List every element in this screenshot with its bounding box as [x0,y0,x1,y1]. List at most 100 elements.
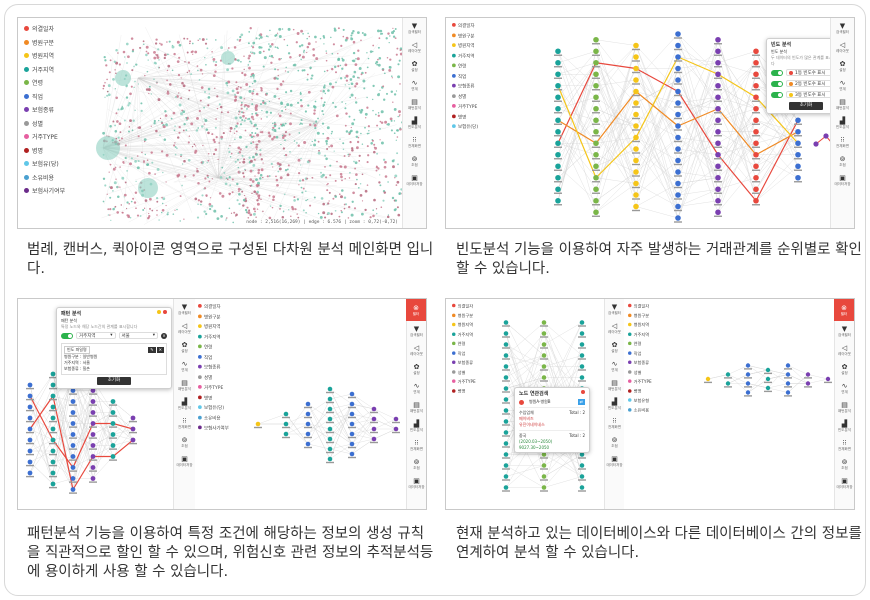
legend-item[interactable]: 병원구분 [198,311,252,321]
legend-item[interactable]: 보험종류 [24,103,96,117]
graph-canvas[interactable] [18,299,427,510]
tool-button[interactable]: ⁝⁝ 전체화면 [605,413,624,432]
filter-button[interactable]: ⊗ 필터 [406,299,426,321]
legend-item[interactable]: 병명 [198,392,252,402]
link-icon[interactable]: ⇄ [577,399,585,405]
rank-1-toggle[interactable] [771,69,783,76]
close-icon[interactable] [581,390,585,394]
legend-item[interactable]: 거주TYPE [198,382,252,392]
legend-item[interactable]: 소유비용 [24,171,96,185]
tool-button[interactable]: ▤ 패턴분석 [605,375,624,394]
legend-item[interactable]: 병명 [628,386,678,395]
rule-name-field[interactable]: 빈도 파일명 [64,346,90,354]
column-network[interactable] [704,363,832,397]
tool-button[interactable]: ▤ 패턴분석 [174,375,195,394]
tool-button[interactable]: ✿ 설정 [835,359,854,378]
tool-button[interactable]: ✿ 설정 [403,56,426,75]
legend-item[interactable]: 성별 [452,91,506,101]
legend-item[interactable]: 보험사기여부 [24,184,96,198]
legend-item[interactable]: 보험유(당) [24,157,96,171]
legend-item[interactable]: 직업 [452,71,506,81]
legend-item[interactable]: 병원지역 [452,40,506,50]
tool-button[interactable]: ◁ 레이아웃 [831,37,854,56]
legend-item[interactable]: 병원구분 [24,36,96,50]
tool-button[interactable]: ▟ 빈도분석 [605,394,624,413]
tool-button[interactable]: ▣ 데이터저장 [831,170,854,189]
tool-button[interactable]: ⁝⁝ 전체화면 [835,435,854,454]
legend-item[interactable]: 의결일자 [24,22,96,36]
tool-button[interactable]: ▤ 패턴분석 [403,94,426,113]
tool-button[interactable]: ∿ 연계 [403,75,426,94]
legend-item[interactable]: 거주TYPE [452,101,506,111]
legend-item[interactable]: 연령 [24,76,96,90]
legend-item[interactable]: 보험유형 [628,396,678,405]
legend-item[interactable]: 거주지역 [452,50,506,60]
tool-button[interactable]: ▼ 검색필터 [831,18,854,37]
legend-item[interactable]: 성별 [24,117,96,131]
tool-button[interactable]: ∿ 연계 [835,378,854,397]
close-icon[interactable]: × [161,332,167,339]
tool-button[interactable]: ▟ 빈도분석 [831,113,854,132]
legend-item[interactable]: 연령 [628,339,678,348]
legend-item[interactable]: 연령 [198,342,252,352]
pattern-toggle[interactable] [61,332,73,339]
tool-button[interactable]: ◁ 레이아웃 [605,318,624,337]
network-cloud[interactable] [96,27,402,226]
tool-button[interactable]: ✿ 설정 [174,337,195,356]
legend-item[interactable]: 성별 [628,367,678,376]
legend-item[interactable]: 병원구분 [628,310,678,319]
linked-item[interactable]: 메이비즈 [519,416,534,421]
tool-button[interactable]: ⊚ 초점 [605,432,624,451]
legend-item[interactable]: 병원지역 [24,49,96,63]
linked-item[interactable]: (2020.03~2050) [519,439,553,444]
tool-button[interactable]: ▣ 데이터저장 [174,451,195,470]
legend-item[interactable]: 연령 [452,61,506,71]
tool-button[interactable]: ⊚ 초점 [831,151,854,170]
legend-item[interactable]: 의결일자 [628,301,678,310]
legend-item[interactable]: 소유비용 [198,412,252,422]
tool-button[interactable]: ▣ 데이터저장 [407,473,426,492]
attribute-select[interactable]: 거주지역 ▾ [76,332,116,339]
tool-button[interactable]: ▼ 검색필터 [403,18,426,37]
tool-button[interactable]: ◁ 레이아웃 [174,318,195,337]
legend-item[interactable]: 의결일자 [452,20,506,30]
tool-button[interactable]: ▣ 데이터저장 [605,451,624,470]
tool-button[interactable]: ✿ 설정 [407,359,426,378]
tool-button[interactable]: ∿ 연계 [831,75,854,94]
legend-item[interactable]: 거주지역 [24,63,96,77]
legend-item[interactable]: 병명 [452,386,502,395]
tool-button[interactable]: ⊚ 초점 [407,454,426,473]
legend-item[interactable]: 보험종류 [198,362,252,372]
legend-item[interactable]: 병원지역 [198,321,252,331]
tool-button[interactable]: ▟ 빈도분석 [403,113,426,132]
minimize-icon[interactable] [157,310,161,314]
legend-item[interactable]: 보험유(당) [198,402,252,412]
tool-button[interactable]: ⊚ 초점 [835,454,854,473]
tool-button[interactable]: ▼ 검색필터 [174,299,195,318]
linked-item[interactable]: 유진이네이네스 [519,422,545,427]
tool-button[interactable]: ◁ 레이아웃 [403,37,426,56]
tool-button[interactable]: ∿ 연계 [605,356,624,375]
edit-icon[interactable]: ✎ [148,347,156,353]
tool-button[interactable]: ⊚ 초점 [403,151,426,170]
tool-button[interactable]: ⁝⁝ 전체화면 [407,435,426,454]
tool-button[interactable]: ▼ 검색필터 [605,299,624,318]
tool-button[interactable]: ⊚ 초점 [174,432,195,451]
tool-button[interactable]: ∿ 연계 [174,356,195,375]
legend-item[interactable]: 거주TYPE [628,377,678,386]
tool-button[interactable]: ▤ 패턴분석 [407,397,426,416]
rank-2-toggle[interactable] [771,80,783,87]
tool-button[interactable]: ◁ 레이아웃 [407,340,426,359]
tool-button[interactable]: ⁝⁝ 전체화면 [831,132,854,151]
tool-button[interactable]: ▣ 데이터저장 [835,473,854,492]
tool-button[interactable]: ▟ 빈도분석 [407,416,426,435]
tool-button[interactable]: ⁝⁝ 전체화면 [403,132,426,151]
reset-button[interactable]: 초기화 [789,102,823,110]
delete-icon[interactable]: ✕ [156,347,164,353]
legend-item[interactable]: 보험사기여부 [198,423,252,433]
legend-item[interactable]: 보험유(당) [452,121,506,131]
legend-item[interactable]: 병원지역 [628,320,678,329]
legend-item[interactable]: 병명 [452,111,506,121]
legend-item[interactable]: 직업 [628,348,678,357]
filter-button[interactable]: ⊗ 필터 [834,299,854,321]
